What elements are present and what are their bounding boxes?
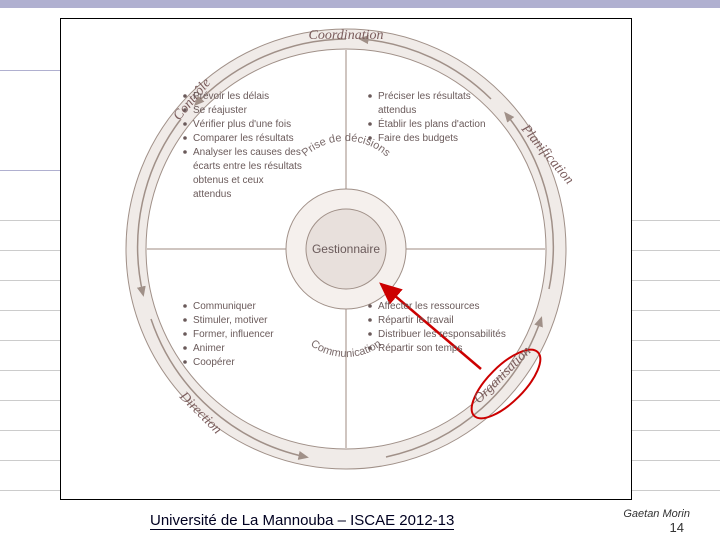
bullet-item: Répartir son temps [378,343,462,354]
bullet-item: Prévoir les délais [193,91,269,102]
management-cycle-diagram: Coordination Planification Contrôle Dire… [60,18,632,500]
bullet-item: Affecter les ressources [378,301,480,312]
bullet-item: attendus [193,189,231,200]
top-accent-bar [0,0,720,8]
bullet-item: Stimuler, motiver [193,315,268,326]
bullet-item: écarts entre les résultats [193,161,302,172]
label-coordination: Coordination [309,28,384,43]
footer: Université de La Mannouba – ISCAE 2012-1… [0,512,720,534]
bullet-item: Former, influencer [193,329,274,340]
bullet-item: Communiquer [193,301,256,312]
bullet-item: obtenus et ceux [193,175,264,186]
bullet-item: Comparer les résultats [193,133,294,144]
bullet-item: Vérifier plus d'une fois [193,119,291,130]
bullet-item: Établir les plans d'action [378,117,486,130]
bullet-item: Distribuer les responsabilités [378,329,506,340]
footer-text: Université de La Mannouba – ISCAE 2012-1… [150,512,454,530]
bullet-item: Préciser les résultats [378,91,471,102]
bullet-item: Coopérer [193,357,235,368]
side-rule [0,170,60,171]
bullet-item: Analyser les causes des [193,147,301,158]
bullet-item: Animer [193,343,225,354]
bullet-item: Répartir le travail [378,315,454,326]
bullet-item: Se réajuster [193,105,248,116]
center-label: Gestionnaire [312,242,380,256]
footer-author: Gaetan Morin [623,508,690,520]
footer-page: 14 [670,520,684,535]
bullet-item: Faire des budgets [378,133,458,144]
bullet-item: attendus [378,105,416,116]
